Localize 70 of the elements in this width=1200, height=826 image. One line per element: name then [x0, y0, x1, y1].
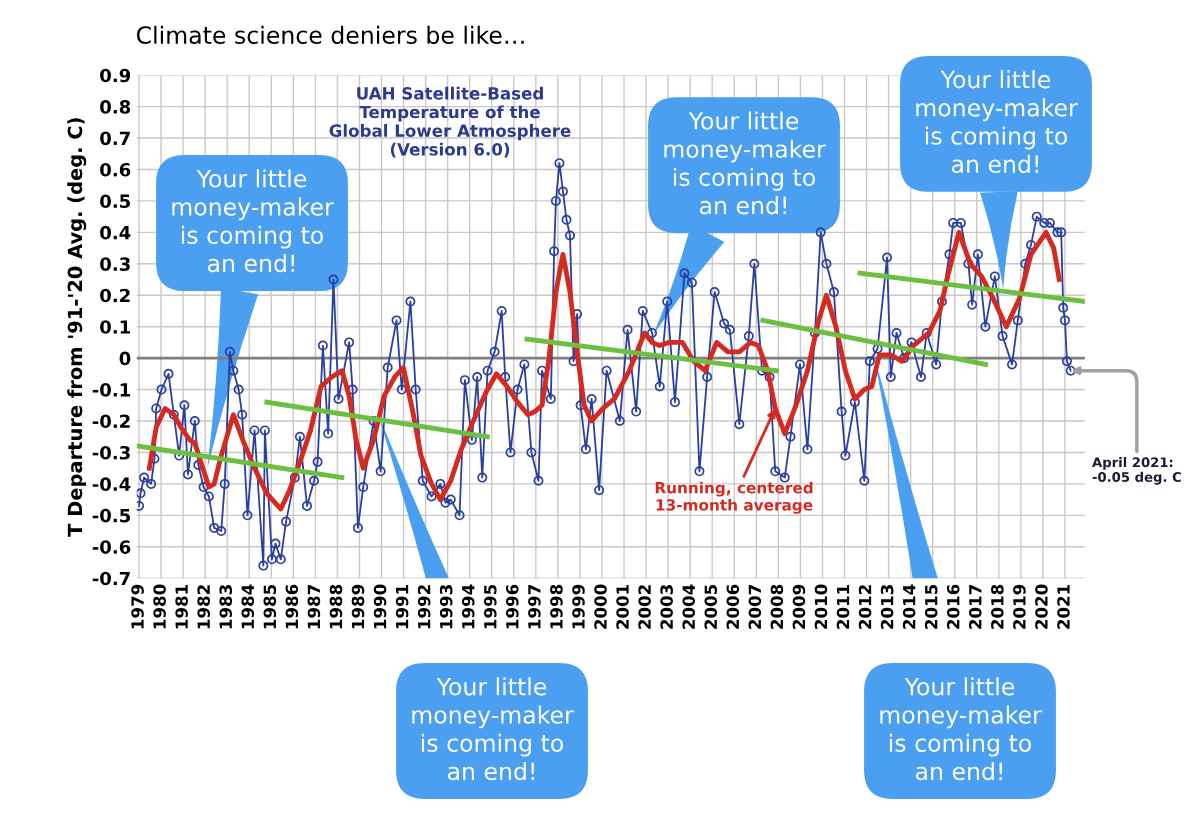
- y-tick-label: 0.3: [100, 257, 130, 271]
- x-tick-label: 1984: [241, 584, 255, 629]
- y-tick-label: 0.9: [100, 68, 131, 83]
- x-tick-label: 2013: [880, 585, 894, 629]
- y-tick-label: 0.6: [100, 162, 131, 177]
- x-tick-label: 1981: [175, 584, 188, 629]
- chart-title: Climate science deniers be like…: [136, 25, 524, 45]
- x-tick-label: 1986: [285, 584, 299, 629]
- x-tick-label: 1990: [373, 584, 387, 629]
- x-tick-label: 2005: [704, 584, 718, 629]
- x-tick-label: 2009: [792, 584, 806, 629]
- y-tick-label: -0.3: [92, 445, 130, 460]
- x-tick-label: 1988: [329, 584, 343, 629]
- x-tick-label: 1992: [417, 585, 431, 629]
- x-tick-label: 2015: [924, 584, 938, 629]
- x-tick-label: 2008: [770, 584, 784, 629]
- y-axis-title: T Departure from '91-'20 Avg. (deg. C): [67, 118, 87, 537]
- x-tick-label: 2020: [1035, 584, 1048, 629]
- x-tick-label: 2017: [969, 585, 982, 629]
- y-tick-label: -0.4: [92, 477, 131, 491]
- x-tick-label: 2007: [748, 585, 762, 629]
- x-tick-label: 1995: [483, 584, 497, 629]
- text: Your little money-maker is coming to an end!: [880, 677, 1042, 781]
- x-tick-label: 1979: [131, 584, 144, 629]
- x-tick-label: 2018: [991, 584, 1004, 629]
- x-tick-label: 1993: [439, 585, 453, 629]
- x-tick-label: 1999: [572, 584, 585, 629]
- annotation: Your little money-maker is coming to an end!: [916, 70, 1078, 174]
- annotation: Your little money-maker is coming to an end!: [664, 111, 826, 215]
- annotation: April 2021: -0.05 deg. C: [1092, 457, 1181, 485]
- y-tick-label: 0: [119, 351, 131, 366]
- x-tick-label: 2019: [1013, 584, 1026, 629]
- y-tick-label: 0.8: [100, 100, 131, 114]
- x-tick-label: 2004: [682, 584, 695, 629]
- x-tick-label: 1983: [219, 585, 233, 629]
- x-tick-label: 1987: [307, 585, 321, 629]
- annotation: Your little money-maker is coming to an end!: [172, 169, 334, 273]
- y-tick-label: 0.2: [100, 288, 130, 303]
- y-tick-label: -0.5: [92, 508, 130, 523]
- text: UAH Satellite-Based Temperature of the Global Lower Atmosphere (Version 6.0): [329, 86, 571, 158]
- text: Your little money-maker is coming to an end!: [412, 677, 574, 781]
- x-tick-label: 2012: [858, 585, 872, 629]
- annotation: Running, centered 13-month average: [655, 481, 813, 514]
- x-tick-label: 1980: [153, 584, 166, 629]
- x-tick-label: 2001: [616, 584, 629, 629]
- x-tick-label: 2002: [638, 585, 651, 629]
- y-tick-label: -0.7: [92, 571, 130, 586]
- x-tick-label: 2011: [836, 584, 850, 629]
- y-tick-label: 0.7: [100, 131, 130, 146]
- x-tick-label: 2021: [1057, 584, 1070, 629]
- x-tick-label: 2016: [946, 584, 960, 629]
- x-tick-label: 1991: [395, 584, 409, 629]
- x-tick-label: 1996: [506, 584, 519, 629]
- x-tick-label: 1997: [528, 585, 541, 629]
- y-tick-label: 0.1: [100, 320, 130, 334]
- x-tick-label: 2000: [594, 584, 607, 629]
- x-tick-label: 1994: [461, 584, 475, 629]
- x-tick-label: 2003: [660, 585, 673, 629]
- y-tick-label: -0.6: [92, 540, 131, 554]
- x-tick-label: 1989: [351, 584, 365, 629]
- x-tick-label: 2010: [814, 584, 828, 629]
- y-tick-label: -0.2: [92, 414, 130, 429]
- x-tick-label: 1982: [197, 585, 210, 629]
- x-tick-label: 1985: [263, 584, 277, 629]
- y-tick-label: -0.1: [92, 383, 130, 397]
- y-tick-label: 0.5: [100, 194, 130, 209]
- x-tick-label: 2014: [902, 584, 916, 629]
- y-tick-label: 0.4: [100, 225, 131, 240]
- x-tick-label: 1998: [550, 584, 563, 629]
- x-tick-label: 2006: [726, 584, 740, 629]
